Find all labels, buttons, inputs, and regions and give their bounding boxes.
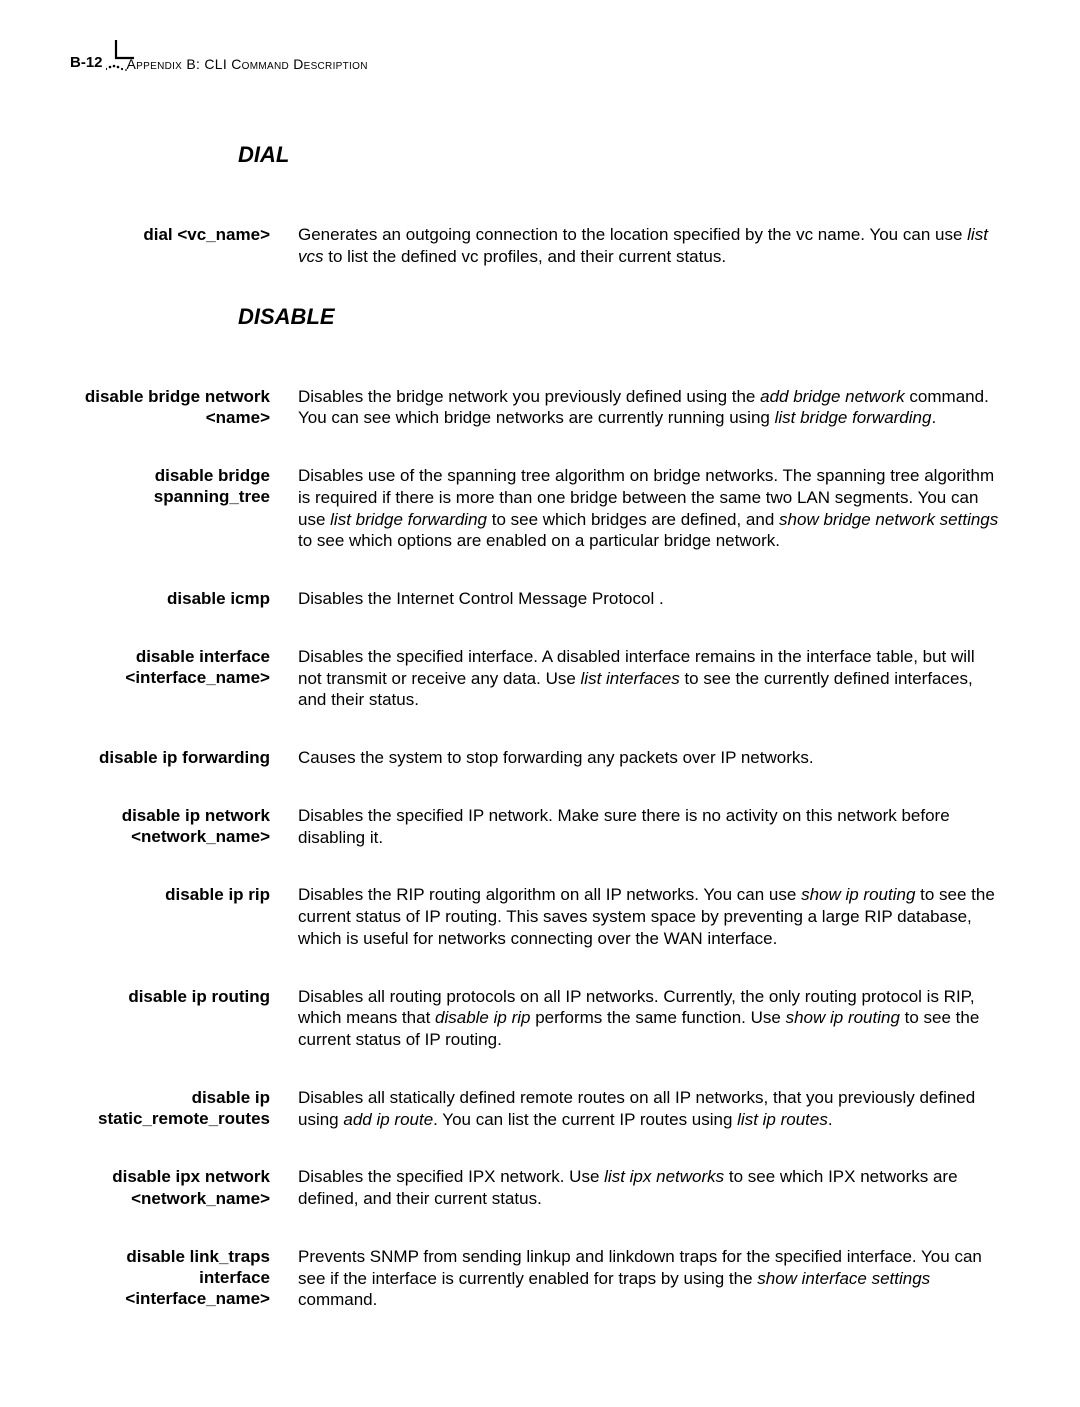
command-term: disable ip static_remote_routes [70,1087,270,1130]
description-italic-run: add ip route [343,1110,433,1129]
command-term: disable ipx network <network_name> [70,1166,270,1209]
command-term: disable ip network <network_name> [70,805,270,848]
description-text-run: Generates an outgoing connection to the … [298,225,967,244]
page-number: B-12 [70,54,103,71]
description-text-run: command. [298,1290,377,1309]
page-header: B-12 Appendix B: CLI Command Description [70,52,1000,92]
command-entry: disable ip network <network_name> Disable… [70,805,1000,849]
command-term: disable ip forwarding [70,747,270,768]
command-term: dial <vc_name> [70,224,270,245]
command-entry: disable ip rip Disables the RIP routing a… [70,884,1000,949]
description-italic-run: list bridge forwarding [330,510,487,529]
description-text-run: Disables the Internet Control Message Pr… [298,589,664,608]
description-italic-run: list ipx networks [604,1167,724,1186]
command-term: disable ip routing [70,986,270,1007]
command-description: Disables the Internet Control Message Pr… [298,588,1000,610]
command-description: Disables the specified interface. A disa… [298,646,1000,711]
command-term: disable bridge spanning_tree [70,465,270,508]
command-entry: dial <vc_name> Generates an outgoing conn… [70,224,1000,268]
description-text-run: Disables the RIP routing algorithm on al… [298,885,801,904]
description-text-run: . [931,408,936,427]
command-term: disable link_traps interface <interface_… [70,1246,270,1310]
command-entry: disable link_traps interface <interface_… [70,1246,1000,1311]
description-text-run: to list the defined vc profiles, and the… [324,247,727,266]
description-text-run: Disables the specified IPX network. Use [298,1167,604,1186]
description-italic-run: show ip routing [801,885,915,904]
command-entry: disable ip routing Disables all routing p… [70,986,1000,1051]
description-text-run: Disables the specified IP network. Make … [298,806,950,847]
description-italic-run: show ip routing [786,1008,900,1027]
command-description: Disables the specified IPX network. Use … [298,1166,1000,1210]
command-entry: disable ipx network <network_name> Disabl… [70,1166,1000,1210]
command-term: disable icmp [70,588,270,609]
command-description: Causes the system to stop forwarding any… [298,747,1000,769]
command-term: disable bridge network <name> [70,386,270,429]
command-description: Disables the specified IP network. Make … [298,805,1000,849]
description-italic-run: show interface settings [757,1269,930,1288]
description-text-run: Disables the bridge network you previous… [298,387,760,406]
description-text-run: to see which bridges are defined, and [487,510,779,529]
command-description: Disables all routing protocols on all IP… [298,986,1000,1051]
command-description: Disables the bridge network you previous… [298,386,1000,430]
header-ornament-icon [106,40,124,88]
description-italic-run: add bridge network [760,387,905,406]
command-entry: disable bridge network <name> Disables th… [70,386,1000,430]
description-text-run: performs the same function. Use [530,1008,785,1027]
command-term: disable ip rip [70,884,270,905]
section-heading: DISABLE [238,304,1000,330]
command-entry: disable ip static_remote_routes Disables … [70,1087,1000,1131]
description-italic-run: list ip routes [737,1110,828,1129]
description-text-run: . You can list the current IP routes usi… [433,1110,737,1129]
command-description: Generates an outgoing connection to the … [298,224,1000,268]
command-description: Disables the RIP routing algorithm on al… [298,884,1000,949]
page-container: B-12 Appendix B: CLI Command Description… [0,0,1080,1407]
command-entry: disable icmp Disables the Internet Contro… [70,588,1000,610]
description-italic-run: list bridge forwarding [775,408,932,427]
description-text-run: Causes the system to stop forwarding any… [298,748,814,767]
section-heading: DIAL [238,142,1000,168]
page-header-title: Appendix B: CLI Command Description [127,56,368,72]
description-text-run: . [828,1110,833,1129]
section-heading-row: DIAL [70,142,1000,196]
description-italic-run: list interfaces [581,669,680,688]
command-description: Prevents SNMP from sending linkup and li… [298,1246,1000,1311]
command-entry: disable interface <interface_name> Disabl… [70,646,1000,711]
command-entry: disable bridge spanning_tree Disables use… [70,465,1000,552]
description-italic-run: show bridge network settings [779,510,998,529]
description-text-run: to see which options are enabled on a pa… [298,531,780,550]
command-description: Disables all statically defined remote r… [298,1087,1000,1131]
description-italic-run: disable ip rip [435,1008,530,1027]
command-description: Disables use of the spanning tree algori… [298,465,1000,552]
section-heading-row: DISABLE [70,304,1000,358]
command-term: disable interface <interface_name> [70,646,270,689]
command-entry: disable ip forwarding Causes the system t… [70,747,1000,769]
